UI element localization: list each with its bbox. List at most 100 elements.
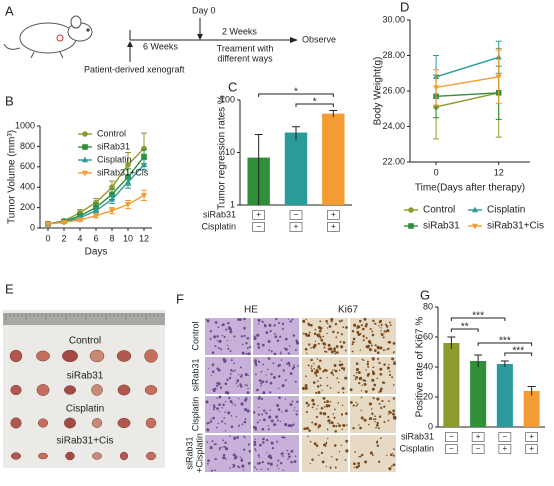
cell	[207, 459, 210, 463]
cell	[270, 350, 273, 353]
cell	[314, 422, 318, 426]
cell	[222, 456, 226, 460]
cell	[283, 347, 286, 350]
cell	[371, 387, 375, 391]
tumor	[64, 417, 76, 429]
marker	[76, 217, 84, 224]
tumor	[9, 349, 23, 363]
cell	[240, 374, 243, 376]
cell	[340, 345, 344, 349]
cell	[217, 382, 221, 386]
cell	[240, 402, 244, 406]
series-line	[436, 92, 499, 98]
cell	[358, 376, 363, 380]
cell	[280, 359, 283, 361]
cell	[315, 415, 319, 419]
cell	[355, 375, 358, 379]
row-label: siRab31	[190, 358, 200, 391]
sign: −	[449, 432, 454, 441]
cell	[361, 453, 364, 457]
tumor	[36, 350, 50, 362]
marker	[495, 74, 502, 81]
tumor	[65, 451, 75, 461]
y-tick-label: 10	[225, 147, 235, 157]
cell	[231, 402, 234, 405]
cell	[301, 386, 305, 390]
cell	[284, 337, 288, 341]
micrograph	[253, 357, 299, 394]
cell	[323, 405, 326, 408]
cell	[262, 391, 266, 395]
y-tick-label: 80	[423, 301, 433, 311]
cell	[330, 350, 334, 354]
marker	[408, 207, 414, 213]
xenograft-arrowhead	[127, 41, 133, 47]
cell	[237, 385, 239, 387]
cell	[392, 397, 396, 400]
cell	[302, 332, 305, 335]
cell	[326, 384, 329, 387]
cell	[364, 460, 368, 464]
cell	[311, 421, 314, 424]
cell	[218, 403, 221, 406]
cell	[239, 456, 242, 458]
cell	[279, 420, 282, 423]
cell	[262, 437, 265, 441]
cell	[317, 390, 321, 394]
marker	[92, 213, 100, 220]
cell	[328, 325, 332, 328]
cell	[383, 421, 386, 424]
cell	[378, 391, 380, 393]
cell	[357, 465, 361, 468]
cell	[337, 402, 340, 404]
cell	[267, 340, 271, 343]
cell	[272, 362, 275, 365]
cell	[375, 323, 377, 325]
cell	[259, 443, 262, 447]
cell	[258, 461, 261, 465]
tumor	[146, 451, 156, 461]
cell	[369, 347, 372, 351]
sign-box	[445, 444, 458, 454]
cell	[324, 444, 327, 447]
cell	[206, 428, 210, 432]
cell	[392, 384, 395, 386]
cell	[390, 465, 393, 468]
cell	[276, 403, 280, 407]
cell	[345, 449, 349, 453]
cell	[232, 464, 236, 467]
cell	[229, 330, 233, 334]
cell	[270, 419, 274, 423]
cell	[371, 330, 374, 333]
cell	[315, 374, 318, 377]
sign: +	[331, 222, 336, 231]
cell	[330, 421, 334, 425]
cell	[257, 318, 261, 322]
marker	[471, 223, 479, 230]
cell	[269, 462, 273, 466]
cell	[352, 337, 356, 341]
cell	[260, 468, 263, 471]
cell	[357, 462, 361, 465]
cell	[356, 330, 360, 334]
cell	[308, 331, 311, 334]
marker	[81, 170, 89, 177]
cell	[289, 320, 292, 323]
micrograph	[205, 357, 251, 394]
cell	[268, 454, 272, 458]
cell	[293, 460, 297, 463]
y-tick-label: 40	[423, 361, 433, 371]
cell	[277, 387, 280, 390]
y-tick-label: 0	[428, 421, 433, 431]
cell	[372, 397, 375, 400]
cell	[269, 381, 273, 385]
row-label: +Cisplatin	[194, 433, 204, 473]
cell	[392, 342, 396, 345]
row-label: Cisplatin	[190, 397, 200, 432]
cell	[226, 344, 229, 347]
cell	[258, 395, 261, 399]
day0: Day 0	[192, 5, 216, 15]
cell	[325, 441, 328, 444]
cell	[253, 337, 257, 341]
cell	[355, 405, 358, 407]
